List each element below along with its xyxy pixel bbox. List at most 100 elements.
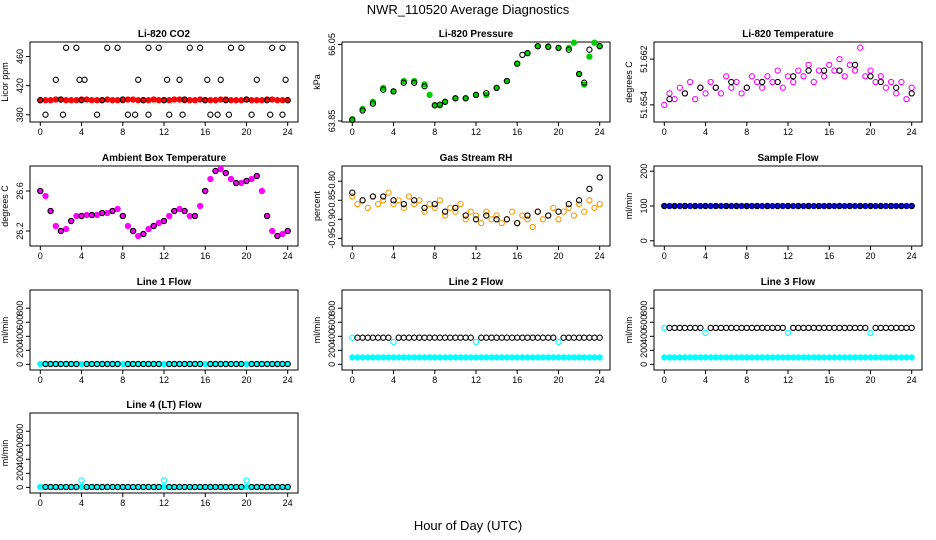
data-point xyxy=(483,208,490,215)
y-tick-label: 200 xyxy=(639,164,649,179)
data-point xyxy=(681,354,689,361)
data-point xyxy=(385,354,392,361)
data-point xyxy=(202,187,209,195)
x-tick-label: 24 xyxy=(595,375,605,385)
data-point xyxy=(805,202,812,210)
data-point xyxy=(805,61,812,69)
data-point xyxy=(431,204,438,212)
x-tick-label: 20 xyxy=(865,375,875,385)
data-point xyxy=(380,86,387,93)
data-point xyxy=(150,96,157,103)
data-point xyxy=(836,67,843,74)
data-point xyxy=(872,324,879,332)
data-point xyxy=(243,177,250,185)
x-tick-label: 0 xyxy=(38,375,43,385)
panel-line-4-lt-flow: Line 4 (LT) Flow ml/min 0 4 8 12 16 20 24 0 200400… xyxy=(0,400,299,508)
data-point xyxy=(380,193,387,200)
data-point xyxy=(908,324,915,332)
data-point xyxy=(581,354,588,361)
x-tick-label: 4 xyxy=(703,251,708,261)
data-point xyxy=(529,223,536,231)
panel-title: Line 3 Flow xyxy=(761,277,816,288)
y-axis-label: ml/min xyxy=(0,317,10,344)
data-point xyxy=(73,360,80,368)
y-axis-label: ml/min xyxy=(0,440,10,467)
data-point xyxy=(483,354,490,361)
panel-li-820-pressure: Li-820 Pressure kPa 0 4 8 12 16 20 24 63.85 66.05 xyxy=(312,29,611,137)
panel-title: Ambient Box Temperature xyxy=(102,153,227,164)
data-point xyxy=(743,84,750,91)
data-point xyxy=(723,354,730,361)
panel-li-820-co2: Li-820 CO2 Licor ppm 0 4 8 12 16 20 24 380 420 460 xyxy=(0,29,299,137)
data-point xyxy=(81,76,88,83)
data-point xyxy=(738,202,745,210)
data-point xyxy=(877,73,884,80)
data-point xyxy=(555,44,562,52)
data-point xyxy=(395,354,402,361)
data-point xyxy=(279,44,286,51)
series-1 xyxy=(661,44,915,109)
data-point xyxy=(759,202,766,210)
data-point xyxy=(57,96,65,103)
data-point xyxy=(498,334,505,341)
data-point xyxy=(591,39,598,46)
data-point xyxy=(712,84,719,91)
data-point xyxy=(555,354,562,361)
data-point xyxy=(400,200,407,208)
data-point xyxy=(712,354,719,361)
data-point xyxy=(857,44,864,51)
x-tick-label: 0 xyxy=(350,127,355,137)
series-3 xyxy=(666,324,915,332)
data-point xyxy=(274,97,281,104)
data-point xyxy=(78,97,85,104)
data-point xyxy=(452,354,459,361)
figure-xlabel: Hour of Day (UTC) xyxy=(414,518,522,533)
data-point xyxy=(893,354,900,361)
data-point xyxy=(545,212,552,219)
data-point xyxy=(591,204,598,212)
data-point xyxy=(145,225,152,233)
data-point xyxy=(364,204,371,212)
data-point xyxy=(565,44,572,52)
data-point xyxy=(753,202,761,210)
data-point xyxy=(186,44,193,51)
y-tick-label: 200 xyxy=(327,343,337,358)
series-1 xyxy=(661,202,915,210)
x-tick-label: 4 xyxy=(391,127,396,137)
data-point xyxy=(78,212,85,220)
data-point xyxy=(114,44,121,51)
data-point xyxy=(841,73,848,80)
figure-title: NWR_110520 Average Diagnostics xyxy=(367,2,570,17)
data-point xyxy=(692,202,699,210)
series-1 xyxy=(349,39,603,123)
data-point xyxy=(160,483,168,491)
data-point xyxy=(575,354,583,361)
data-point xyxy=(661,101,668,109)
data-point xyxy=(503,216,511,223)
data-point xyxy=(790,78,797,86)
data-point xyxy=(78,477,85,484)
data-point xyxy=(862,354,869,361)
y-tick-label: -0.85 xyxy=(327,190,337,211)
data-point xyxy=(898,78,905,86)
data-point xyxy=(411,200,418,208)
x-tick-label: 20 xyxy=(241,375,251,385)
data-point xyxy=(846,61,853,69)
data-point xyxy=(702,354,709,361)
data-point xyxy=(545,354,552,361)
data-point xyxy=(877,78,884,86)
y-axis-label: ml/min xyxy=(312,317,322,344)
data-point xyxy=(457,334,464,341)
data-point xyxy=(774,354,781,361)
series-1 xyxy=(37,360,291,368)
data-point xyxy=(539,354,547,361)
data-point xyxy=(258,187,266,195)
data-point xyxy=(52,76,59,83)
panel-title: Line 2 Flow xyxy=(449,277,504,288)
y-tick-label: 460 xyxy=(15,49,25,64)
y-tick-label: 600 xyxy=(639,315,649,330)
data-point xyxy=(452,95,459,102)
data-point xyxy=(898,202,905,210)
data-point xyxy=(462,216,469,223)
y-axis-label: Licor ppm xyxy=(0,62,10,102)
